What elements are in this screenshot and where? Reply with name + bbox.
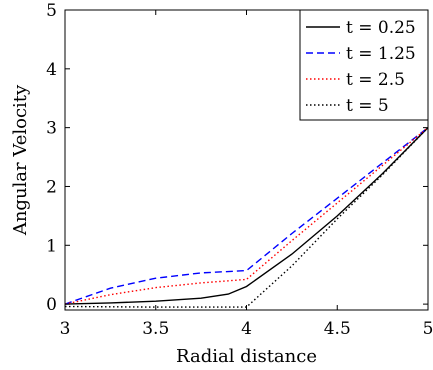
y-tick-label: 5 xyxy=(46,1,57,21)
legend-label-t-1-25: t = 1.25 xyxy=(346,44,416,64)
legend: t = 0.25 t = 1.25 t = 2.5 t = 5 xyxy=(299,9,429,121)
y-tick-label: 4 xyxy=(46,60,57,80)
y-tick-label: 0 xyxy=(46,295,57,315)
legend-label-t-2-5: t = 2.5 xyxy=(346,70,405,90)
series-layer xyxy=(64,127,429,308)
series-line-t-2-5 xyxy=(64,127,429,305)
x-tick-label: 3.5 xyxy=(142,319,169,339)
y-axis-label: Angular Velocity xyxy=(10,84,31,236)
x-axis-label: Radial distance xyxy=(176,346,317,367)
y-tick-label: 1 xyxy=(46,236,57,256)
series-line-t-1-25 xyxy=(64,127,429,305)
legend-label-t-0-25: t = 0.25 xyxy=(346,18,416,38)
y-tick-label: 3 xyxy=(46,119,57,139)
y-tick-label: 2 xyxy=(46,177,57,197)
legend-label-t-5: t = 5 xyxy=(346,96,389,116)
x-tick-label: 4.5 xyxy=(324,319,351,339)
x-tick-label: 5 xyxy=(423,319,433,339)
legend-box xyxy=(299,9,429,121)
ticks-layer: 3 3.5 4 4.5 5 0 1 2 3 4 5 xyxy=(46,1,433,339)
x-tick-label: 3 xyxy=(60,319,71,339)
x-tick-label: 4 xyxy=(241,319,252,339)
series-line-t-5 xyxy=(64,127,429,308)
series-line-t-0-25 xyxy=(64,127,429,305)
